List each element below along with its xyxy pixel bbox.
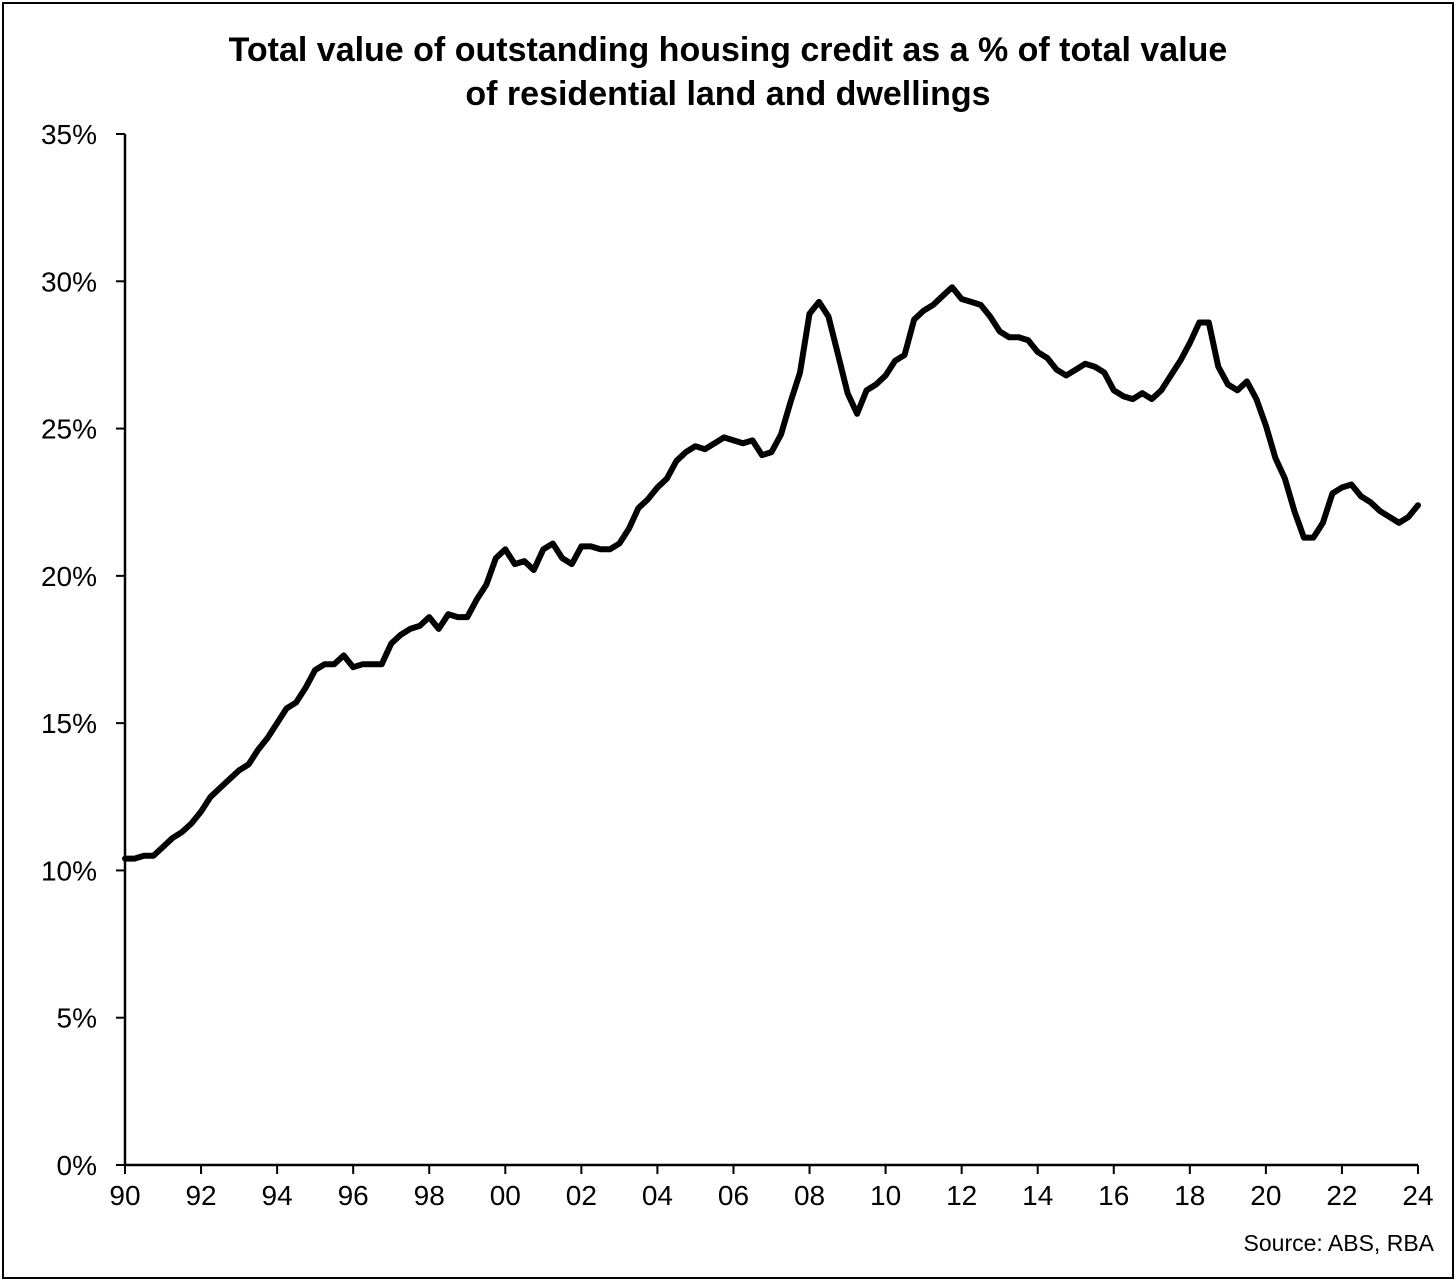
y-tick-label: 35% xyxy=(41,119,97,150)
x-tick-label: 10 xyxy=(870,1180,901,1211)
chart-title-line-1: Total value of outstanding housing credi… xyxy=(228,31,1228,69)
x-tick-label: 00 xyxy=(490,1180,521,1211)
y-tick-label: 5% xyxy=(57,1003,97,1034)
series-group xyxy=(122,284,1421,862)
y-tick-label: 0% xyxy=(57,1150,97,1181)
y-axis: 0% 5% 10% 15% 20% 25% 30% 35% xyxy=(41,119,127,1181)
y-tick-label: 20% xyxy=(41,561,97,592)
y-tick-label: 15% xyxy=(41,708,97,739)
x-tick-label: 14 xyxy=(1022,1180,1053,1211)
x-tick-label: 20 xyxy=(1250,1180,1281,1211)
x-tick-label: 90 xyxy=(109,1180,140,1211)
x-tick-label: 08 xyxy=(794,1180,825,1211)
x-tick-label: 22 xyxy=(1326,1180,1357,1211)
x-tick-label: 02 xyxy=(566,1180,597,1211)
source-note: Source: ABS, RBA xyxy=(1243,1230,1434,1256)
y-tick-label: 30% xyxy=(41,266,97,297)
x-tick-label: 92 xyxy=(185,1180,216,1211)
chart-title: Total value of outstanding housing credi… xyxy=(0,28,1456,116)
x-tick-label: 04 xyxy=(642,1180,673,1211)
series-line xyxy=(122,284,1421,862)
x-axis: 90 92 94 96 98 00 02 04 06 08 10 12 14 16 18 20 22 24 xyxy=(109,1163,1434,1211)
y-tick-label: 10% xyxy=(41,855,97,886)
x-tick-label: 24 xyxy=(1402,1180,1433,1211)
x-tick-label: 96 xyxy=(338,1180,369,1211)
chart-title-line-2: of residential land and dwellings xyxy=(465,75,991,113)
x-tick-label: 18 xyxy=(1174,1180,1205,1211)
x-tick-label: 16 xyxy=(1098,1180,1129,1211)
y-tick-label: 25% xyxy=(41,414,97,445)
x-tick-label: 98 xyxy=(414,1180,445,1211)
x-tick-label: 06 xyxy=(718,1180,749,1211)
x-tick-label: 94 xyxy=(262,1180,293,1211)
x-tick-label: 12 xyxy=(946,1180,977,1211)
